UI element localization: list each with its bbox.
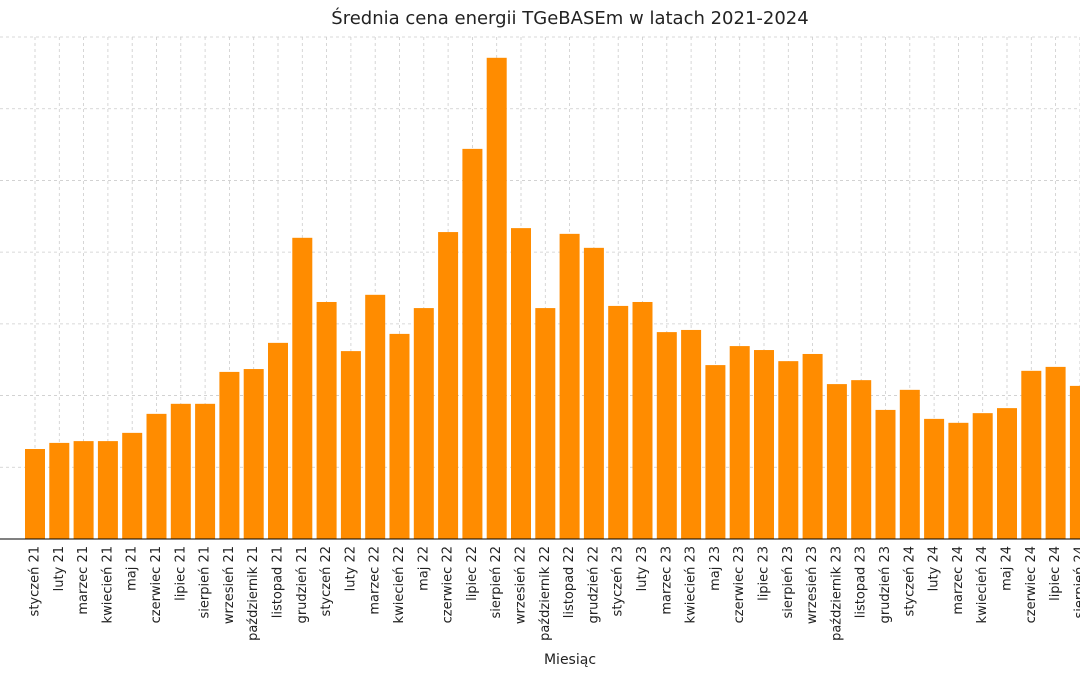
x-tick-label: kwiecień 23 <box>684 546 699 623</box>
x-tick-label: styczeń 22 <box>319 546 334 616</box>
x-tick-label: czerwiec 23 <box>732 546 747 623</box>
bar <box>413 308 434 539</box>
x-tick-label: maj 22 <box>416 546 431 591</box>
bar <box>340 351 361 539</box>
bar <box>389 333 410 539</box>
x-tick-label: sierpień 21 <box>198 546 213 619</box>
bar <box>924 418 945 539</box>
x-tick-label: luty 24 <box>927 546 942 591</box>
x-tick-label: sierpień 23 <box>781 546 796 619</box>
bar <box>195 403 216 539</box>
bar <box>948 422 969 539</box>
x-tick-label: maj 21 <box>125 546 140 591</box>
x-tick-label: kwiecień 22 <box>392 546 407 623</box>
x-tick-label: wrzesień 23 <box>805 546 820 624</box>
x-tick-label: październik 22 <box>538 546 553 641</box>
x-tick-label: sierpień 24 <box>1072 546 1080 619</box>
bar <box>438 232 459 539</box>
x-tick-label: luty 23 <box>635 546 650 591</box>
x-tick-label: czerwiec 24 <box>1024 546 1039 623</box>
chart-title: Średnia cena energii TGeBASEm w latach 2… <box>331 7 808 29</box>
bar <box>972 413 993 539</box>
x-tick-label: sierpień 22 <box>489 546 504 619</box>
bar <box>243 369 264 539</box>
bar <box>656 332 677 539</box>
bar <box>1045 366 1066 539</box>
x-tick-label: luty 22 <box>343 546 358 591</box>
x-tick-label: maj 23 <box>708 546 723 591</box>
bar <box>583 247 604 539</box>
bar <box>875 409 896 539</box>
x-tick-label: kwiecień 24 <box>975 546 990 623</box>
bar <box>1069 385 1080 539</box>
x-tick-label: listopad 22 <box>562 546 577 618</box>
bar <box>462 148 483 540</box>
bar <box>268 342 288 539</box>
x-tick-label: lipiec 21 <box>173 546 188 601</box>
x-tick-label: styczeń 23 <box>611 546 626 616</box>
x-tick-label: czerwiec 22 <box>441 546 456 623</box>
bar <box>535 308 556 539</box>
x-tick-label: marzec 23 <box>659 546 674 615</box>
bar <box>219 371 240 539</box>
bar <box>681 329 702 539</box>
bar <box>778 361 799 539</box>
bar <box>754 350 774 539</box>
bar <box>997 408 1017 539</box>
x-tick-label: październik 23 <box>829 546 844 641</box>
x-tick-label: październik 21 <box>246 546 261 641</box>
x-tick-label: kwiecień 21 <box>100 546 115 623</box>
x-tick-label: styczeń 21 <box>28 546 43 616</box>
x-tick-label: czerwiec 21 <box>149 546 164 623</box>
x-tick-label: grudzień 21 <box>295 546 310 623</box>
x-tick-label: marzec 21 <box>76 546 91 615</box>
x-tick-label: grudzień 22 <box>586 546 601 623</box>
x-tick-label: grudzień 23 <box>878 546 893 623</box>
bar <box>559 233 580 539</box>
x-tick-label: listopad 21 <box>271 546 286 618</box>
bar <box>729 346 750 539</box>
x-tick-label: wrzesień 22 <box>514 546 529 624</box>
x-axis-label: Miesiąc <box>544 652 596 668</box>
bar <box>899 389 920 539</box>
bar <box>122 432 143 539</box>
bar <box>1021 370 1042 539</box>
x-tick-label: marzec 24 <box>951 546 966 615</box>
x-tick-label: marzec 22 <box>368 546 383 615</box>
bar <box>826 384 847 539</box>
bar <box>851 380 872 539</box>
x-tick-label: luty 21 <box>52 546 67 591</box>
bar <box>73 441 94 539</box>
bar <box>25 448 45 539</box>
x-tick-label: lipiec 22 <box>465 546 480 601</box>
x-tick-label: styczeń 24 <box>902 546 917 616</box>
bar <box>486 57 507 539</box>
bar <box>146 413 167 539</box>
x-tick-label: lipiec 23 <box>757 546 772 601</box>
x-tick-label: wrzesień 21 <box>222 546 237 624</box>
bar <box>632 301 653 539</box>
bar <box>49 442 70 539</box>
bar <box>365 294 386 539</box>
bar <box>608 305 629 539</box>
bar <box>316 301 337 539</box>
bar <box>705 365 726 539</box>
x-tick-label: lipiec 24 <box>1048 546 1063 601</box>
bar <box>97 441 118 539</box>
bar <box>802 353 823 539</box>
x-tick-label: maj 24 <box>1000 546 1015 591</box>
bar <box>511 228 531 539</box>
bar <box>292 237 313 540</box>
x-tick-label: listopad 23 <box>854 546 869 618</box>
bar <box>170 403 191 539</box>
